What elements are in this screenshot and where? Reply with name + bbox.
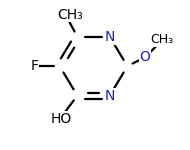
Text: O: O: [140, 50, 150, 64]
Text: N: N: [105, 89, 115, 103]
Text: N: N: [105, 30, 115, 44]
Text: CH₃: CH₃: [150, 33, 173, 46]
Text: F: F: [31, 59, 39, 73]
Text: CH₃: CH₃: [57, 8, 83, 22]
Text: HO: HO: [51, 112, 72, 126]
